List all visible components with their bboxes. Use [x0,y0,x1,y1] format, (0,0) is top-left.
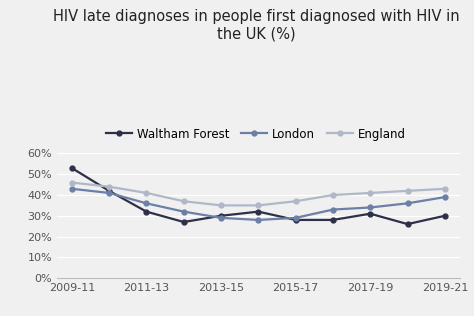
London [69,187,74,191]
England [293,199,299,203]
London [293,216,299,220]
Waltham Forest [218,214,224,218]
Waltham Forest [442,214,448,218]
Waltham Forest [144,210,149,214]
Waltham Forest [255,210,261,214]
England [330,193,336,197]
England [181,199,187,203]
Waltham Forest [405,222,410,226]
London [106,191,112,195]
London [367,206,373,210]
Line: London: London [69,186,447,222]
England [69,181,74,185]
Text: HIV late diagnoses in people first diagnosed with HIV in
the UK (%): HIV late diagnoses in people first diagn… [53,9,459,42]
London [181,210,187,214]
Waltham Forest [293,218,299,222]
England [106,185,112,189]
Waltham Forest [106,189,112,193]
London [405,201,410,205]
London [218,216,224,220]
Line: England: England [69,180,447,208]
Waltham Forest [367,212,373,216]
England [367,191,373,195]
London [330,208,336,211]
Waltham Forest [330,218,336,222]
England [144,191,149,195]
Legend: Waltham Forest, London, England: Waltham Forest, London, England [101,123,410,145]
Waltham Forest [69,166,74,170]
England [255,204,261,207]
England [218,204,224,207]
London [144,201,149,205]
England [405,189,410,193]
England [442,187,448,191]
London [255,218,261,222]
London [442,195,448,199]
Line: Waltham Forest: Waltham Forest [69,166,447,227]
Waltham Forest [181,220,187,224]
